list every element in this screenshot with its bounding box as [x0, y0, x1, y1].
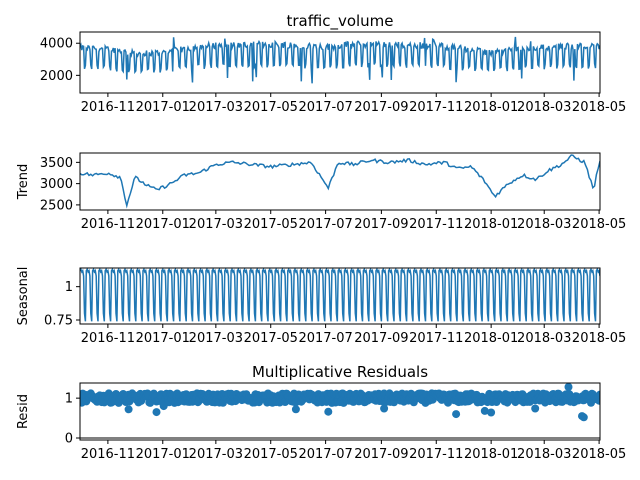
x-tick-label: 2018-01 — [464, 100, 518, 115]
x-tick-label: 2017-07 — [298, 100, 352, 115]
axes-frame — [79, 31, 601, 94]
y-tick-label: 1 — [65, 392, 73, 407]
resid-outlier-point — [579, 413, 588, 422]
y-axis-label: Seasonal — [16, 267, 31, 326]
x-tick-label: 2017-05 — [244, 331, 298, 346]
resid-outlier-point — [480, 406, 489, 415]
x-tick-label: 2017-09 — [354, 331, 408, 346]
x-tick-label: 2017-05 — [244, 217, 298, 232]
plot-area — [80, 154, 600, 209]
x-tick-label: 2018-01 — [464, 447, 518, 462]
x-tick-label: 2017-01 — [136, 331, 190, 346]
y-tick-label: 3000 — [40, 177, 73, 192]
y-tick-label: 2000 — [40, 69, 73, 84]
x-tick-label: 2017-05 — [244, 447, 298, 462]
resid-point — [595, 396, 600, 405]
x-tick-label: 2017-07 — [298, 217, 352, 232]
x-tick-label: 2017-01 — [136, 100, 190, 115]
resid-outlier-point — [564, 383, 573, 391]
x-tick-label: 2017-07 — [298, 331, 352, 346]
x-tick-label: 2017-03 — [189, 331, 243, 346]
x-tick-label: 2017-11 — [409, 100, 463, 115]
x-tick-label: 2018-05 — [572, 100, 626, 115]
resid-point — [596, 390, 600, 399]
resid-outlier-point — [324, 407, 333, 416]
y-tick-label: 2500 — [40, 198, 73, 213]
plot-area — [80, 36, 600, 84]
y-tick-label: 0.75 — [44, 314, 73, 329]
resid-outlier-point — [380, 404, 389, 413]
y-tick-label: 3500 — [40, 156, 73, 171]
resid-outlier-point — [124, 405, 133, 414]
y-axis-label: Trend — [16, 164, 31, 201]
resid-outlier-point — [152, 408, 161, 417]
x-tick-label: 2018-03 — [517, 217, 571, 232]
x-tick-label: 2017-03 — [189, 100, 243, 115]
x-tick-label: 2016-11 — [81, 100, 135, 115]
seasonal-line — [80, 268, 600, 322]
x-tick-label: 2017-11 — [409, 447, 463, 462]
resid-outlier-point — [159, 402, 168, 411]
x-tick-label: 2018-03 — [517, 100, 571, 115]
x-tick-label: 2018-01 — [464, 217, 518, 232]
resid-outlier-point — [291, 405, 300, 414]
resid-outlier-point — [531, 404, 540, 413]
plot-area — [80, 268, 600, 322]
y-tick-label: 4000 — [40, 37, 73, 52]
x-tick-label: 2018-03 — [517, 447, 571, 462]
x-tick-label: 2017-11 — [409, 331, 463, 346]
x-tick-label: 2017-07 — [298, 447, 352, 462]
x-tick-label: 2018-05 — [572, 217, 626, 232]
resid-outlier-point — [487, 408, 496, 417]
x-tick-label: 2016-11 — [81, 447, 135, 462]
x-tick-label: 2017-03 — [189, 447, 243, 462]
traffic-volume-line — [80, 36, 600, 84]
x-tick-label: 2017-03 — [189, 217, 243, 232]
x-tick-label: 2017-09 — [354, 217, 408, 232]
y-tick-label: 1 — [65, 280, 73, 295]
y-tick-label: 0 — [65, 432, 73, 447]
panel-title: Multiplicative Residuals — [252, 363, 428, 381]
x-tick-label: 2018-01 — [464, 331, 518, 346]
x-tick-label: 2016-11 — [81, 217, 135, 232]
trend-line — [80, 154, 600, 209]
x-tick-label: 2018-03 — [517, 331, 571, 346]
axes-frame — [79, 382, 601, 441]
y-axis-label: Resid — [16, 394, 31, 429]
x-tick-label: 2017-09 — [354, 447, 408, 462]
x-tick-label: 2018-05 — [572, 447, 626, 462]
resid-outlier-point — [452, 410, 461, 419]
axes-frame — [79, 152, 601, 211]
x-tick-label: 2017-01 — [136, 447, 190, 462]
axes-frame — [79, 267, 601, 325]
x-tick-label: 2017-01 — [136, 217, 190, 232]
plot-area — [80, 383, 600, 439]
x-tick-label: 2016-11 — [81, 331, 135, 346]
x-tick-label: 2017-05 — [244, 100, 298, 115]
x-tick-label: 2017-09 — [354, 100, 408, 115]
x-tick-label: 2017-11 — [409, 217, 463, 232]
x-tick-label: 2018-05 — [572, 331, 626, 346]
panel-title: traffic_volume — [286, 12, 393, 31]
